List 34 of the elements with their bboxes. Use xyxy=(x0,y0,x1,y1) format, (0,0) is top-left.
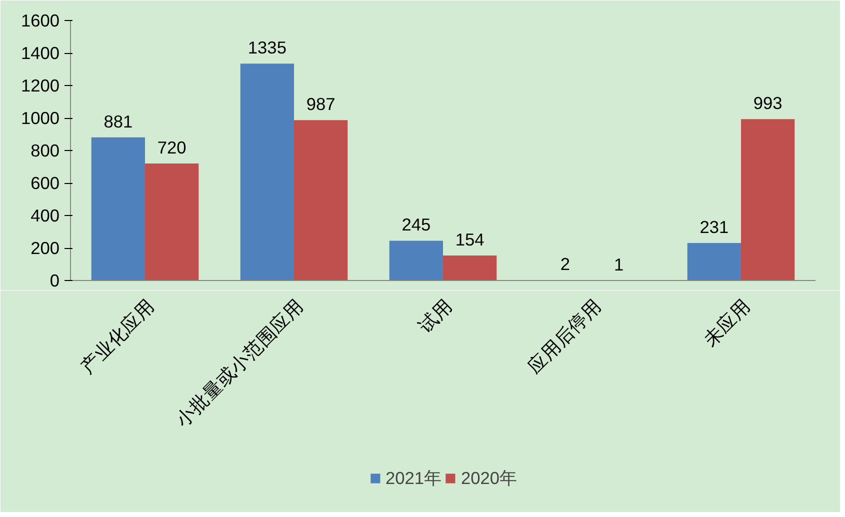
legend-label: 2021年 xyxy=(385,467,441,490)
x-tick-label: 试用 xyxy=(414,295,456,337)
data-label: 245 xyxy=(402,214,431,235)
data-label: 1 xyxy=(614,254,624,274)
data-label: 1335 xyxy=(248,38,286,58)
bar xyxy=(389,240,443,280)
data-label: 993 xyxy=(753,93,782,114)
bar xyxy=(741,119,795,280)
bar xyxy=(91,137,145,280)
x-tick-label: 应用后停用 xyxy=(523,295,606,378)
bar xyxy=(294,120,348,280)
data-label: 154 xyxy=(455,229,485,250)
data-label: 231 xyxy=(700,216,729,237)
data-label: 2 xyxy=(560,254,570,274)
y-tick-label: 800 xyxy=(30,140,60,160)
bar xyxy=(687,242,741,280)
y-tick-label: 1600 xyxy=(20,10,60,30)
legend-label: 2020年 xyxy=(461,467,517,490)
x-tick-label: 小批量或小范围应用 xyxy=(172,295,308,431)
x-tick-label: 产业化应用 xyxy=(76,295,158,378)
y-tick-label: 0 xyxy=(50,270,60,290)
y-tick-label: 1400 xyxy=(20,43,60,63)
y-tick-label: 200 xyxy=(30,238,60,258)
y-tick-label: 1000 xyxy=(20,108,60,128)
bar xyxy=(443,255,497,280)
bar xyxy=(145,164,199,280)
y-tick-label: 600 xyxy=(30,173,60,193)
y-tick-label: 400 xyxy=(30,206,60,226)
data-label: 881 xyxy=(104,111,133,132)
data-label: 987 xyxy=(306,94,336,114)
x-tick-label: 未应用 xyxy=(699,295,754,350)
bar xyxy=(240,64,294,280)
y-tick-label: 1200 xyxy=(20,76,60,96)
data-label: 720 xyxy=(157,138,186,158)
